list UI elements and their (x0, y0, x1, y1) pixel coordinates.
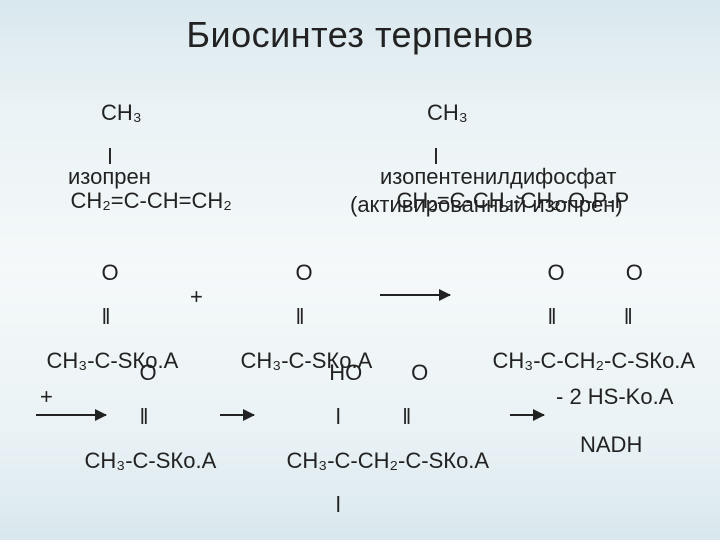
r2-o: O (84, 360, 156, 385)
p2-l1: HO O (286, 360, 428, 385)
r1b-o: O (240, 260, 312, 285)
reaction-arrow-1 (380, 294, 450, 296)
p1-o: O O (492, 260, 642, 285)
ipd-ch3: CH₃ (396, 100, 467, 125)
acetoacetyl-coa: O O ǁ ǁ CH₃-C-CH₂-C-SКо.А (468, 240, 695, 394)
p2-l4: ǀ (286, 492, 341, 517)
p1-main: CH₃-C-CH₂-C-SКо.А (492, 348, 695, 373)
isoprene-structure: CH₃ ǀ CH₂=C-CH=CH₂ (46, 80, 232, 234)
acetyl-coa-3: O ǁ CH₃-C-SКо.А (60, 340, 216, 494)
ipd-label-2: (активированный изопрен) (350, 192, 623, 218)
reaction-arrow-2b (220, 414, 254, 416)
reaction-arrow-2a (36, 414, 106, 416)
r1a-o: O (46, 260, 118, 285)
byproduct-nadh: NADH (580, 432, 642, 458)
r2-main: CH₃-C-SКо.А (84, 448, 216, 473)
p1-dbl: ǁ ǁ (492, 304, 632, 329)
diagram-canvas: CH₃ ǀ CH₂=C-CH=CH₂ изопрен CH₃ ǀ CH₂=C-C… (0, 0, 720, 540)
r1b-dbl: ǁ (240, 304, 304, 329)
p2-l5: CH₂-C-SКо.А (286, 536, 466, 540)
byproduct-hskoa: - 2 HS-Ko.A (556, 384, 673, 410)
plus-1: + (190, 284, 203, 310)
reaction-arrow-3 (510, 414, 544, 416)
isoprene-ch3: CH₃ (70, 100, 141, 125)
p2-l3: CH₃-C-CH₂-C-SКо.А (286, 448, 489, 473)
p2-l2: ǀ ǁ (286, 404, 411, 429)
isoprene-label: изопрен (68, 164, 151, 190)
plus-2: + (40, 384, 53, 410)
isoprene-main: CH₂=C-CH=CH₂ (70, 188, 231, 213)
hmg-coa: HO O ǀ ǁ CH₃-C-CH₂-C-SКо.А ǀ CH₂-C-SКо.А… (262, 340, 489, 540)
r1a-dbl: ǁ (46, 304, 110, 329)
ipd-label-1: изопентенилдифосфат (380, 164, 616, 190)
